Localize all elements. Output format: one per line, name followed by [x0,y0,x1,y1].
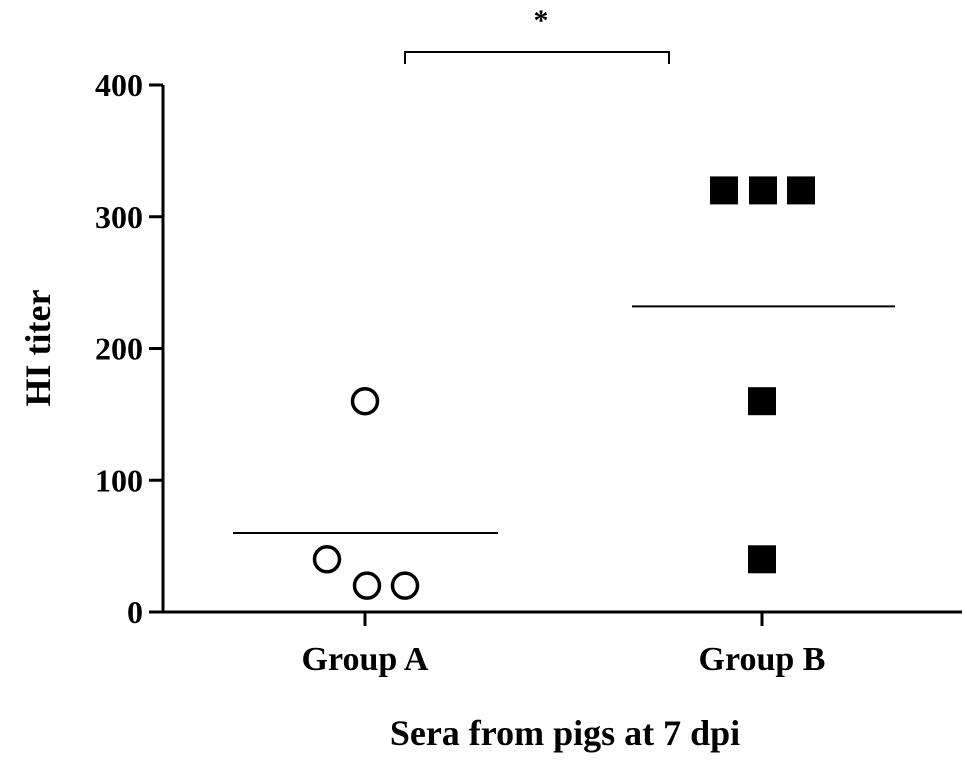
data-point [350,386,380,416]
y-tick-label: 400 [95,67,143,103]
x-axis-title: Sera from pigs at 7 dpi [390,713,740,753]
data-point [710,176,738,205]
data-point [352,571,382,600]
y-tick-label: 0 [127,594,143,630]
significance-label: * [534,4,549,37]
y-tick-label: 300 [95,199,143,235]
data-point [312,545,342,574]
x-tick-label-group-b: Group B [699,641,826,678]
y-tick-label: 100 [95,462,143,498]
significance-bracket: * [404,4,670,64]
x-tick-label-group-a: Group A [302,641,429,678]
axes: 0 100 200 300 400 [95,67,962,630]
data-point [749,176,777,205]
data-point [748,387,776,416]
y-axis-title: HI titer [18,290,58,407]
data-marks [233,176,895,600]
data-point [787,176,815,205]
data-point [390,571,420,600]
data-point [748,545,776,574]
significance-bracket-line [404,51,670,64]
y-tick-label: 200 [95,331,143,367]
